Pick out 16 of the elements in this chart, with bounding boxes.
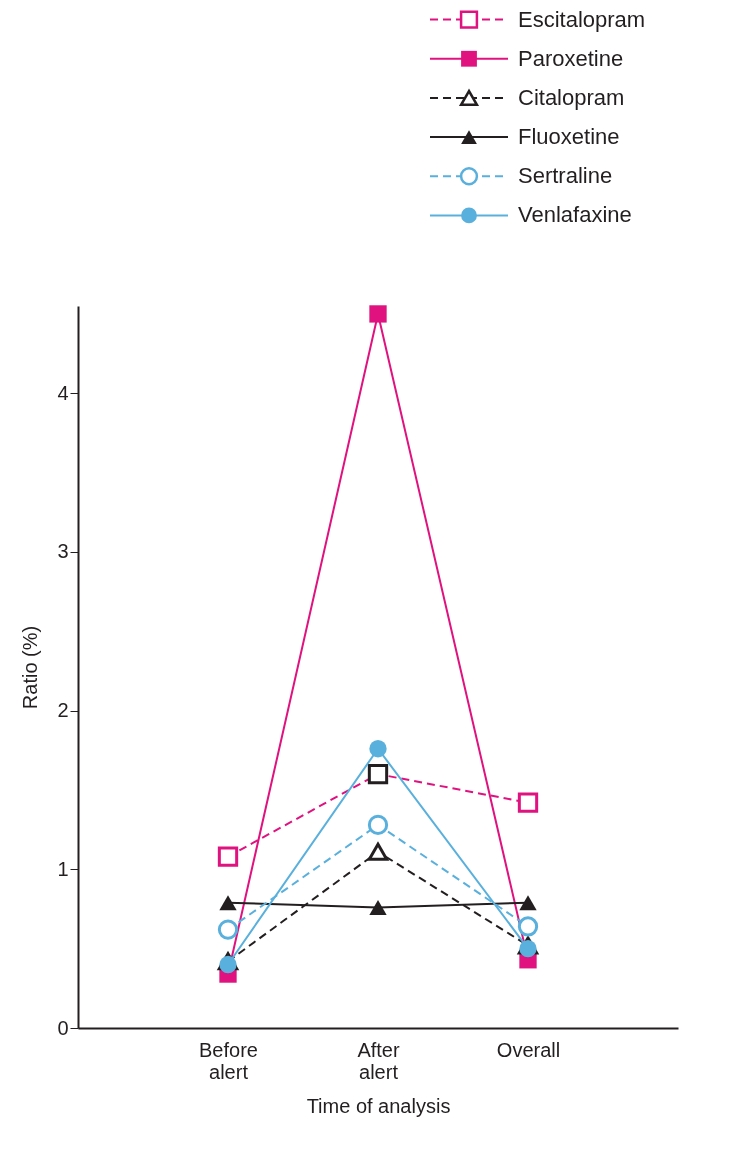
x-tick-label: Before alert bbox=[199, 1038, 258, 1083]
legend-label: Citalopram bbox=[518, 84, 625, 110]
y-tick-label: 0 bbox=[57, 1016, 69, 1039]
y-tick-label: 3 bbox=[57, 540, 69, 563]
y-tick-label: 4 bbox=[57, 381, 69, 404]
x-axis-title: Time of analysis bbox=[306, 1094, 451, 1117]
y-tick-label: 2 bbox=[57, 699, 69, 722]
legend-label: Fluoxetine bbox=[518, 124, 620, 150]
legend-label: Escitalopram bbox=[518, 6, 646, 32]
legend-label: Sertraline bbox=[518, 163, 613, 189]
legend-label: Venlafaxine bbox=[518, 202, 632, 228]
x-tick-label: Overall bbox=[496, 1038, 561, 1061]
x-tick-label: After alert bbox=[357, 1038, 400, 1083]
y-tick-label: 1 bbox=[57, 857, 69, 880]
legend-label: Paroxetine bbox=[518, 45, 624, 71]
y-axis-title: Ratio (%) bbox=[19, 625, 42, 710]
